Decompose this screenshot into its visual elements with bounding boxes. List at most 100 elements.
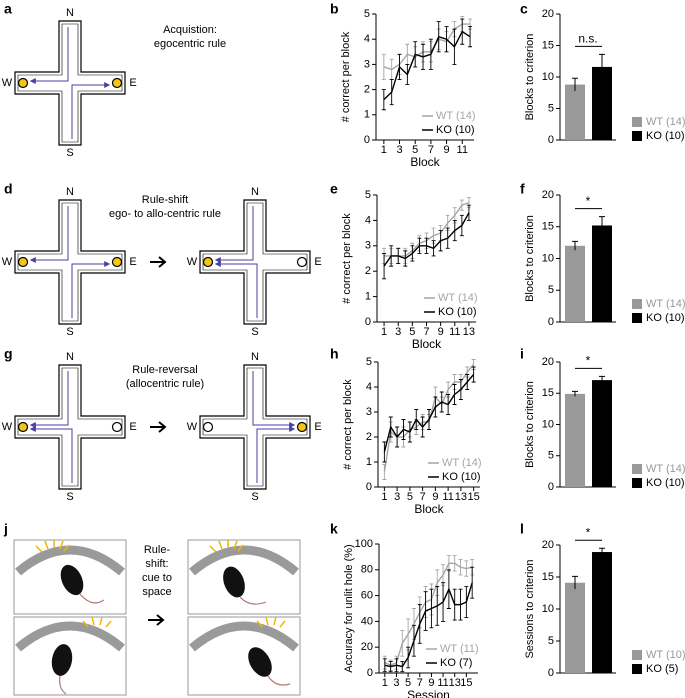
goal-well: [202, 256, 214, 268]
y-tick-label: 1: [364, 109, 370, 121]
legend-label: WT (14): [646, 298, 685, 310]
y-tick-label: 3: [365, 240, 371, 252]
y-tick-label: 0: [548, 481, 554, 493]
data-line: [383, 212, 470, 267]
route-arrow: [71, 261, 111, 318]
route-arrow: [256, 426, 296, 483]
x-tick-label: 13: [463, 326, 475, 338]
y-tick-label: 5: [548, 635, 554, 647]
y-tick-label: 4: [366, 381, 372, 393]
x-axis-label: Block: [412, 337, 442, 351]
goal-well: [17, 256, 29, 268]
y-tick-label: 20: [361, 641, 373, 653]
x-tick-label: 1: [381, 144, 387, 156]
caption: (allocentric rule): [126, 378, 204, 390]
caption: ego- to allo-centric rule: [109, 208, 221, 220]
x-tick-label: 3: [394, 491, 400, 503]
y-axis-label: Sessions to criterion: [524, 559, 536, 658]
legend-label: WT (14): [646, 463, 685, 475]
y-tick-label: 1: [365, 291, 371, 303]
route-arrow: [29, 426, 73, 483]
data-line: [384, 562, 473, 667]
compass-label: S: [66, 491, 73, 503]
y-tick-label: 0: [548, 316, 554, 328]
y-axis-label: # correct per block: [340, 31, 352, 122]
legend-label: KO (10): [436, 124, 475, 136]
bar: [565, 84, 585, 140]
compass-label: W: [187, 256, 198, 268]
x-tick-label: 7: [423, 326, 429, 338]
data-line: [383, 374, 475, 453]
caption: Rule-reversal: [132, 364, 197, 376]
data-line: [383, 30, 471, 101]
goal-well: [111, 77, 123, 89]
y-tick-label: 5: [548, 450, 554, 462]
arrow: [150, 421, 167, 433]
compass-label: S: [66, 326, 73, 338]
panel-letter: g: [4, 346, 13, 362]
y-tick-label: 0: [548, 667, 554, 679]
y-tick-label: 5: [366, 356, 372, 368]
x-tick-label: 11: [437, 677, 448, 689]
legend-label: KO (7): [440, 657, 472, 669]
y-tick-label: 15: [542, 387, 554, 399]
y-tick-label: 60: [361, 590, 373, 602]
x-axis-label: Block: [410, 155, 440, 169]
maze-inner: [17, 202, 123, 322]
caption: Rule-shift: [142, 194, 188, 206]
y-tick-label: 0: [367, 667, 373, 679]
panel-letter: d: [4, 181, 13, 197]
y-tick-label: 10: [542, 603, 554, 615]
significance-label: *: [586, 194, 591, 208]
y-axis-label: Blocks to criterion: [524, 381, 536, 468]
legend-label: WT (14): [646, 116, 685, 128]
x-tick-label: 5: [405, 677, 411, 689]
x-tick-label: 3: [395, 326, 401, 338]
route-arrow: [29, 371, 69, 428]
error-bar: [572, 240, 578, 251]
bar: [592, 225, 612, 322]
panel-letter: b: [330, 1, 339, 17]
y-tick-label: 20: [542, 189, 554, 201]
y-tick-label: 5: [548, 284, 554, 296]
legend-label: WT (14): [436, 110, 476, 122]
goal-well: [111, 421, 123, 433]
compass-label: W: [187, 421, 198, 433]
mouse: [51, 564, 272, 677]
x-tick-label: 15: [468, 491, 480, 503]
error-bar: [382, 252, 387, 280]
caption: Rule-: [144, 544, 171, 556]
x-tick-label: 9: [432, 491, 438, 503]
bar: [565, 393, 585, 487]
compass-label: N: [66, 7, 74, 19]
error-bar: [466, 204, 471, 221]
x-tick-label: 1: [382, 677, 388, 689]
y-tick-label: 4: [364, 33, 370, 45]
legend-swatch: [632, 650, 642, 660]
compass-label: N: [66, 186, 74, 198]
legend-label: KO (10): [646, 312, 685, 324]
compass-label: N: [66, 351, 74, 363]
mouse-tail: [59, 593, 291, 695]
x-tick-label: 5: [407, 491, 413, 503]
error-bar: [599, 375, 605, 384]
x-tick-label: 7: [428, 144, 434, 156]
arrow: [148, 614, 165, 626]
y-tick-label: 20: [542, 8, 554, 20]
x-tick-label: 3: [393, 677, 399, 689]
compass-label: E: [129, 421, 136, 433]
panel-letter: h: [330, 346, 339, 362]
x-axis-label: Session: [407, 688, 450, 698]
x-tick-label: 7: [420, 491, 426, 503]
bar: [565, 245, 585, 322]
bar: [592, 380, 612, 487]
compass-label: N: [251, 186, 259, 198]
y-tick-label: 100: [355, 538, 373, 550]
maze: [14, 199, 126, 325]
y-tick-label: 15: [542, 571, 554, 583]
error-bar: [572, 77, 578, 91]
y-tick-label: 80: [361, 564, 373, 576]
legend-label: WT (14): [438, 292, 478, 304]
